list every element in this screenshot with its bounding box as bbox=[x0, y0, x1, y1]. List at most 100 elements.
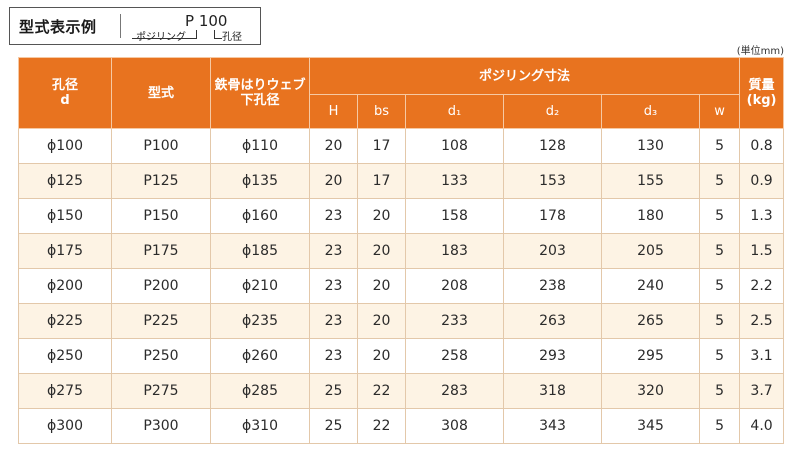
table-row: ϕ275 P275 ϕ285 25 22 283 318 320 5 3.7 bbox=[18, 373, 785, 409]
cell-d1: 183 bbox=[405, 233, 504, 269]
cell-d3: 320 bbox=[601, 373, 700, 409]
cell-bs: 17 bbox=[357, 163, 406, 199]
header-dimensions-group: ポジリング寸法 bbox=[308, 57, 741, 95]
cell-mass: 0.9 bbox=[739, 163, 785, 199]
header-mass: 質量 (kg) bbox=[739, 57, 785, 129]
cell-d2: 203 bbox=[503, 233, 602, 269]
spec-table: 孔径 d 型式 鉄骨はりウェブ 下孔径 ポジリング寸法 質量 (kg) H bs d₁… bbox=[18, 57, 785, 444]
cell-web: ϕ135 bbox=[210, 163, 310, 199]
cell-d2: 153 bbox=[503, 163, 602, 199]
cell-d1: 108 bbox=[405, 128, 504, 164]
cell-hole: ϕ200 bbox=[18, 268, 112, 304]
model-example-title: 型式表示例 bbox=[19, 18, 97, 36]
table-row: ϕ200 P200 ϕ210 23 20 208 238 240 5 2.2 bbox=[18, 268, 785, 304]
cell-d2: 293 bbox=[503, 338, 602, 374]
cell-hole: ϕ150 bbox=[18, 198, 112, 234]
cell-web: ϕ185 bbox=[210, 233, 310, 269]
cell-d3: 265 bbox=[601, 303, 700, 339]
example-label-hole: 孔径 bbox=[222, 32, 242, 43]
cell-H: 25 bbox=[309, 373, 358, 409]
cell-bs: 20 bbox=[357, 198, 406, 234]
cell-d2: 128 bbox=[503, 128, 602, 164]
cell-w: 5 bbox=[698, 163, 741, 199]
header-hole-label: 孔径 d bbox=[51, 78, 78, 108]
table-row: ϕ300 P300 ϕ310 25 22 308 343 345 5 4.0 bbox=[18, 408, 785, 444]
cell-d1: 158 bbox=[405, 198, 504, 234]
cell-web: ϕ210 bbox=[210, 268, 310, 304]
table-row: ϕ250 P250 ϕ260 23 20 258 293 295 5 3.1 bbox=[18, 338, 785, 374]
table-row: ϕ100 P100 ϕ110 20 17 108 128 130 5 0.8 bbox=[18, 128, 785, 164]
cell-d3: 180 bbox=[601, 198, 700, 234]
cell-d1: 258 bbox=[405, 338, 504, 374]
cell-d2: 318 bbox=[503, 373, 602, 409]
cell-hole: ϕ100 bbox=[18, 128, 112, 164]
cell-bs: 20 bbox=[357, 338, 406, 374]
cell-w: 5 bbox=[698, 338, 741, 374]
cell-mass: 1.3 bbox=[739, 198, 785, 234]
header-model: 型式 bbox=[111, 57, 211, 129]
cell-d3: 155 bbox=[601, 163, 700, 199]
cell-model: P250 bbox=[111, 338, 211, 374]
cell-hole: ϕ225 bbox=[18, 303, 112, 339]
table-row: ϕ125 P125 ϕ135 20 17 133 153 155 5 0.9 bbox=[18, 163, 785, 199]
cell-d2: 343 bbox=[503, 408, 602, 444]
cell-bs: 22 bbox=[357, 408, 406, 444]
header-bs: bs bbox=[357, 94, 406, 129]
cell-mass: 3.7 bbox=[739, 373, 785, 409]
cell-w: 5 bbox=[698, 303, 741, 339]
cell-hole: ϕ175 bbox=[18, 233, 112, 269]
cell-model: P275 bbox=[111, 373, 211, 409]
header-hole-diameter: 孔径 d bbox=[18, 57, 112, 129]
cell-hole: ϕ250 bbox=[18, 338, 112, 374]
cell-hole: ϕ275 bbox=[18, 373, 112, 409]
cell-bs: 20 bbox=[357, 303, 406, 339]
cell-H: 20 bbox=[309, 163, 358, 199]
cell-mass: 0.8 bbox=[739, 128, 785, 164]
cell-bs: 22 bbox=[357, 373, 406, 409]
cell-model: P300 bbox=[111, 408, 211, 444]
cell-hole: ϕ125 bbox=[18, 163, 112, 199]
cell-mass: 1.5 bbox=[739, 233, 785, 269]
cell-web: ϕ260 bbox=[210, 338, 310, 374]
cell-d2: 263 bbox=[503, 303, 602, 339]
cell-web: ϕ285 bbox=[210, 373, 310, 409]
cell-d1: 133 bbox=[405, 163, 504, 199]
example-divider bbox=[120, 14, 121, 38]
cell-H: 23 bbox=[309, 303, 358, 339]
cell-hole: ϕ300 bbox=[18, 408, 112, 444]
cell-w: 5 bbox=[698, 128, 741, 164]
cell-d3: 205 bbox=[601, 233, 700, 269]
example-leader-tick-hole bbox=[214, 30, 215, 39]
unit-note: (単位mm) bbox=[736, 46, 784, 57]
example-leader-line-hole bbox=[214, 38, 222, 39]
cell-d1: 233 bbox=[405, 303, 504, 339]
cell-H: 23 bbox=[309, 198, 358, 234]
cell-d3: 130 bbox=[601, 128, 700, 164]
cell-mass: 2.2 bbox=[739, 268, 785, 304]
header-web-hole: 鉄骨はりウェブ 下孔径 bbox=[210, 57, 310, 129]
header-web-label: 鉄骨はりウェブ 下孔径 bbox=[214, 78, 306, 108]
cell-model: P125 bbox=[111, 163, 211, 199]
table-row: ϕ150 P150 ϕ160 23 20 158 178 180 5 1.3 bbox=[18, 198, 785, 234]
cell-mass: 4.0 bbox=[739, 408, 785, 444]
model-example-box: 型式表示例 P 100 ポジリング 孔径 bbox=[9, 7, 261, 45]
cell-d1: 208 bbox=[405, 268, 504, 304]
cell-w: 5 bbox=[698, 233, 741, 269]
cell-H: 23 bbox=[309, 338, 358, 374]
cell-mass: 2.5 bbox=[739, 303, 785, 339]
cell-d2: 238 bbox=[503, 268, 602, 304]
cell-H: 23 bbox=[309, 233, 358, 269]
cell-bs: 20 bbox=[357, 233, 406, 269]
example-label-name: ポジリング bbox=[136, 28, 186, 43]
header-d1: d₁ bbox=[405, 94, 504, 129]
header-d2: d₂ bbox=[503, 94, 602, 129]
spec-table-body: ϕ100 P100 ϕ110 20 17 108 128 130 5 0.8 ϕ125 P125 ϕ13… bbox=[18, 128, 785, 444]
example-model-code: P 100 bbox=[185, 12, 228, 30]
cell-H: 25 bbox=[309, 408, 358, 444]
cell-web: ϕ235 bbox=[210, 303, 310, 339]
cell-d3: 345 bbox=[601, 408, 700, 444]
cell-web: ϕ160 bbox=[210, 198, 310, 234]
cell-w: 5 bbox=[698, 408, 741, 444]
cell-w: 5 bbox=[698, 198, 741, 234]
cell-H: 20 bbox=[309, 128, 358, 164]
